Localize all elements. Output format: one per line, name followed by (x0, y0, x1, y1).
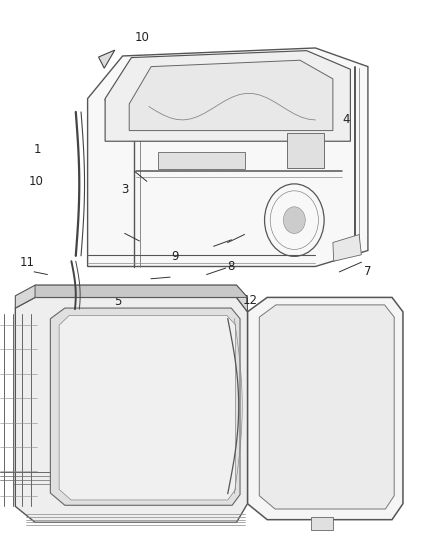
Polygon shape (99, 50, 115, 68)
Polygon shape (15, 285, 247, 312)
Text: 11: 11 (20, 256, 35, 269)
Text: 7: 7 (364, 265, 372, 278)
Text: 1: 1 (33, 143, 41, 156)
Text: 9: 9 (171, 251, 179, 263)
Text: 6: 6 (233, 288, 240, 301)
Text: 5: 5 (115, 295, 122, 308)
Polygon shape (15, 297, 247, 522)
Polygon shape (88, 48, 368, 266)
Text: 2: 2 (285, 90, 293, 102)
Text: 4: 4 (342, 114, 350, 126)
Polygon shape (129, 60, 333, 131)
Polygon shape (311, 517, 333, 530)
Polygon shape (35, 285, 247, 297)
Polygon shape (333, 235, 361, 261)
Polygon shape (287, 133, 324, 168)
Text: 13: 13 (122, 357, 137, 370)
Text: 10: 10 (28, 175, 43, 188)
Text: 8: 8 (228, 260, 235, 273)
Polygon shape (158, 152, 245, 169)
Text: ►: ► (116, 406, 121, 412)
Polygon shape (259, 305, 394, 509)
Text: 3: 3 (121, 183, 128, 196)
Polygon shape (105, 51, 350, 141)
Polygon shape (59, 316, 236, 500)
Text: 10: 10 (135, 31, 150, 44)
Polygon shape (50, 308, 240, 505)
Circle shape (283, 207, 305, 233)
Text: 12: 12 (243, 294, 258, 306)
Polygon shape (247, 297, 403, 520)
